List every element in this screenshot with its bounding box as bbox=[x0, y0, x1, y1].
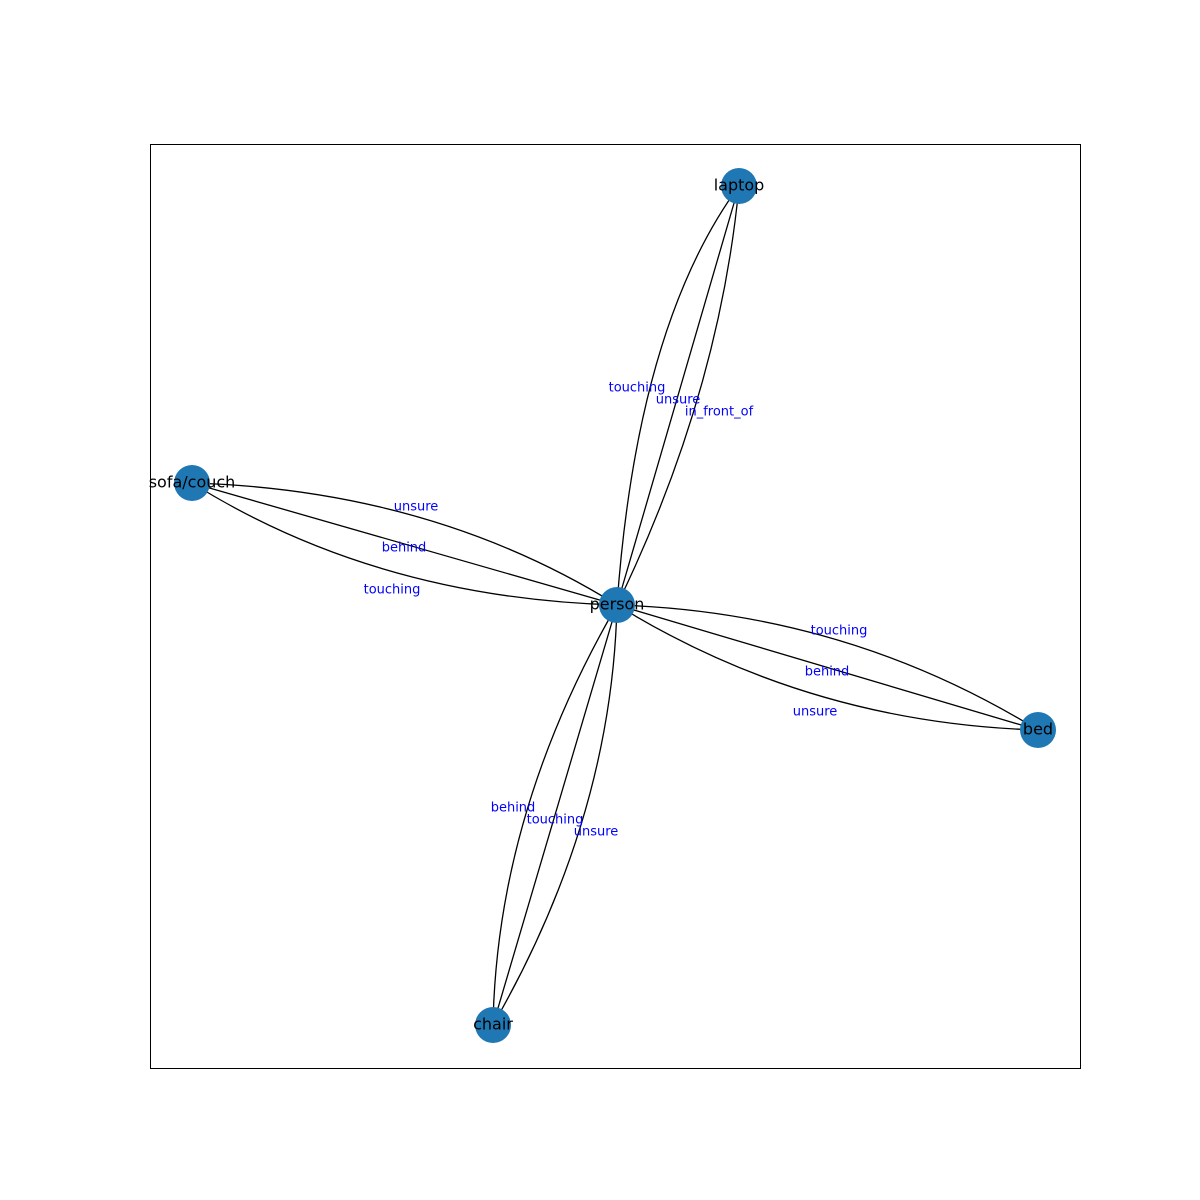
node-label-chair: chair bbox=[473, 1015, 513, 1034]
node-bed bbox=[1020, 712, 1056, 748]
node-label-sofa: sofa/couch bbox=[149, 473, 236, 492]
edge-label: unsure bbox=[394, 500, 439, 515]
node-label-laptop: laptop bbox=[714, 176, 765, 195]
edge-person-laptop-touching bbox=[616, 185, 740, 606]
edge-label: behind bbox=[491, 801, 536, 816]
node-label-bed: bed bbox=[1023, 720, 1053, 739]
edge-person-bed-unsure bbox=[616, 604, 1039, 731]
edge-person-bed-touching bbox=[616, 604, 1039, 731]
edge-person-laptop-unsure bbox=[616, 185, 740, 606]
edge-person-sofa-touching bbox=[191, 482, 618, 606]
node-sofa bbox=[174, 465, 210, 501]
edge-labels-layer: touchingunsurein_front_ofunsurebehindtou… bbox=[364, 381, 868, 840]
node-labels-layer: person laptop sofa/couch bed chair bbox=[149, 176, 1053, 1034]
nodes-layer bbox=[174, 168, 1056, 1043]
edge-label: unsure bbox=[793, 705, 838, 720]
edge-person-chair-touching bbox=[492, 604, 618, 1026]
edge-person-bed-behind bbox=[616, 604, 1039, 731]
edge-person-chair-unsure bbox=[492, 604, 618, 1026]
edge-label: touching bbox=[609, 381, 666, 396]
edge-person-sofa-unsure bbox=[191, 482, 618, 606]
edge-label: unsure bbox=[656, 393, 701, 408]
edge-label: behind bbox=[805, 665, 850, 680]
edge-person-sofa-behind bbox=[191, 482, 618, 606]
plot-frame bbox=[150, 144, 1081, 1069]
node-label-person: person bbox=[590, 595, 645, 614]
node-laptop bbox=[721, 168, 757, 204]
edge-label: touching bbox=[364, 583, 421, 598]
edge-person-chair-behind bbox=[492, 604, 618, 1026]
edge-label: touching bbox=[811, 624, 868, 639]
node-chair bbox=[475, 1007, 511, 1043]
edge-label: in_front_of bbox=[685, 405, 754, 420]
edge-label: behind bbox=[382, 541, 427, 556]
node-person bbox=[599, 587, 635, 623]
edges-layer bbox=[191, 185, 1039, 1026]
edge-label: touching bbox=[527, 813, 584, 828]
edge-label: unsure bbox=[574, 825, 619, 840]
edge-person-laptop-in_front_of bbox=[616, 185, 740, 606]
